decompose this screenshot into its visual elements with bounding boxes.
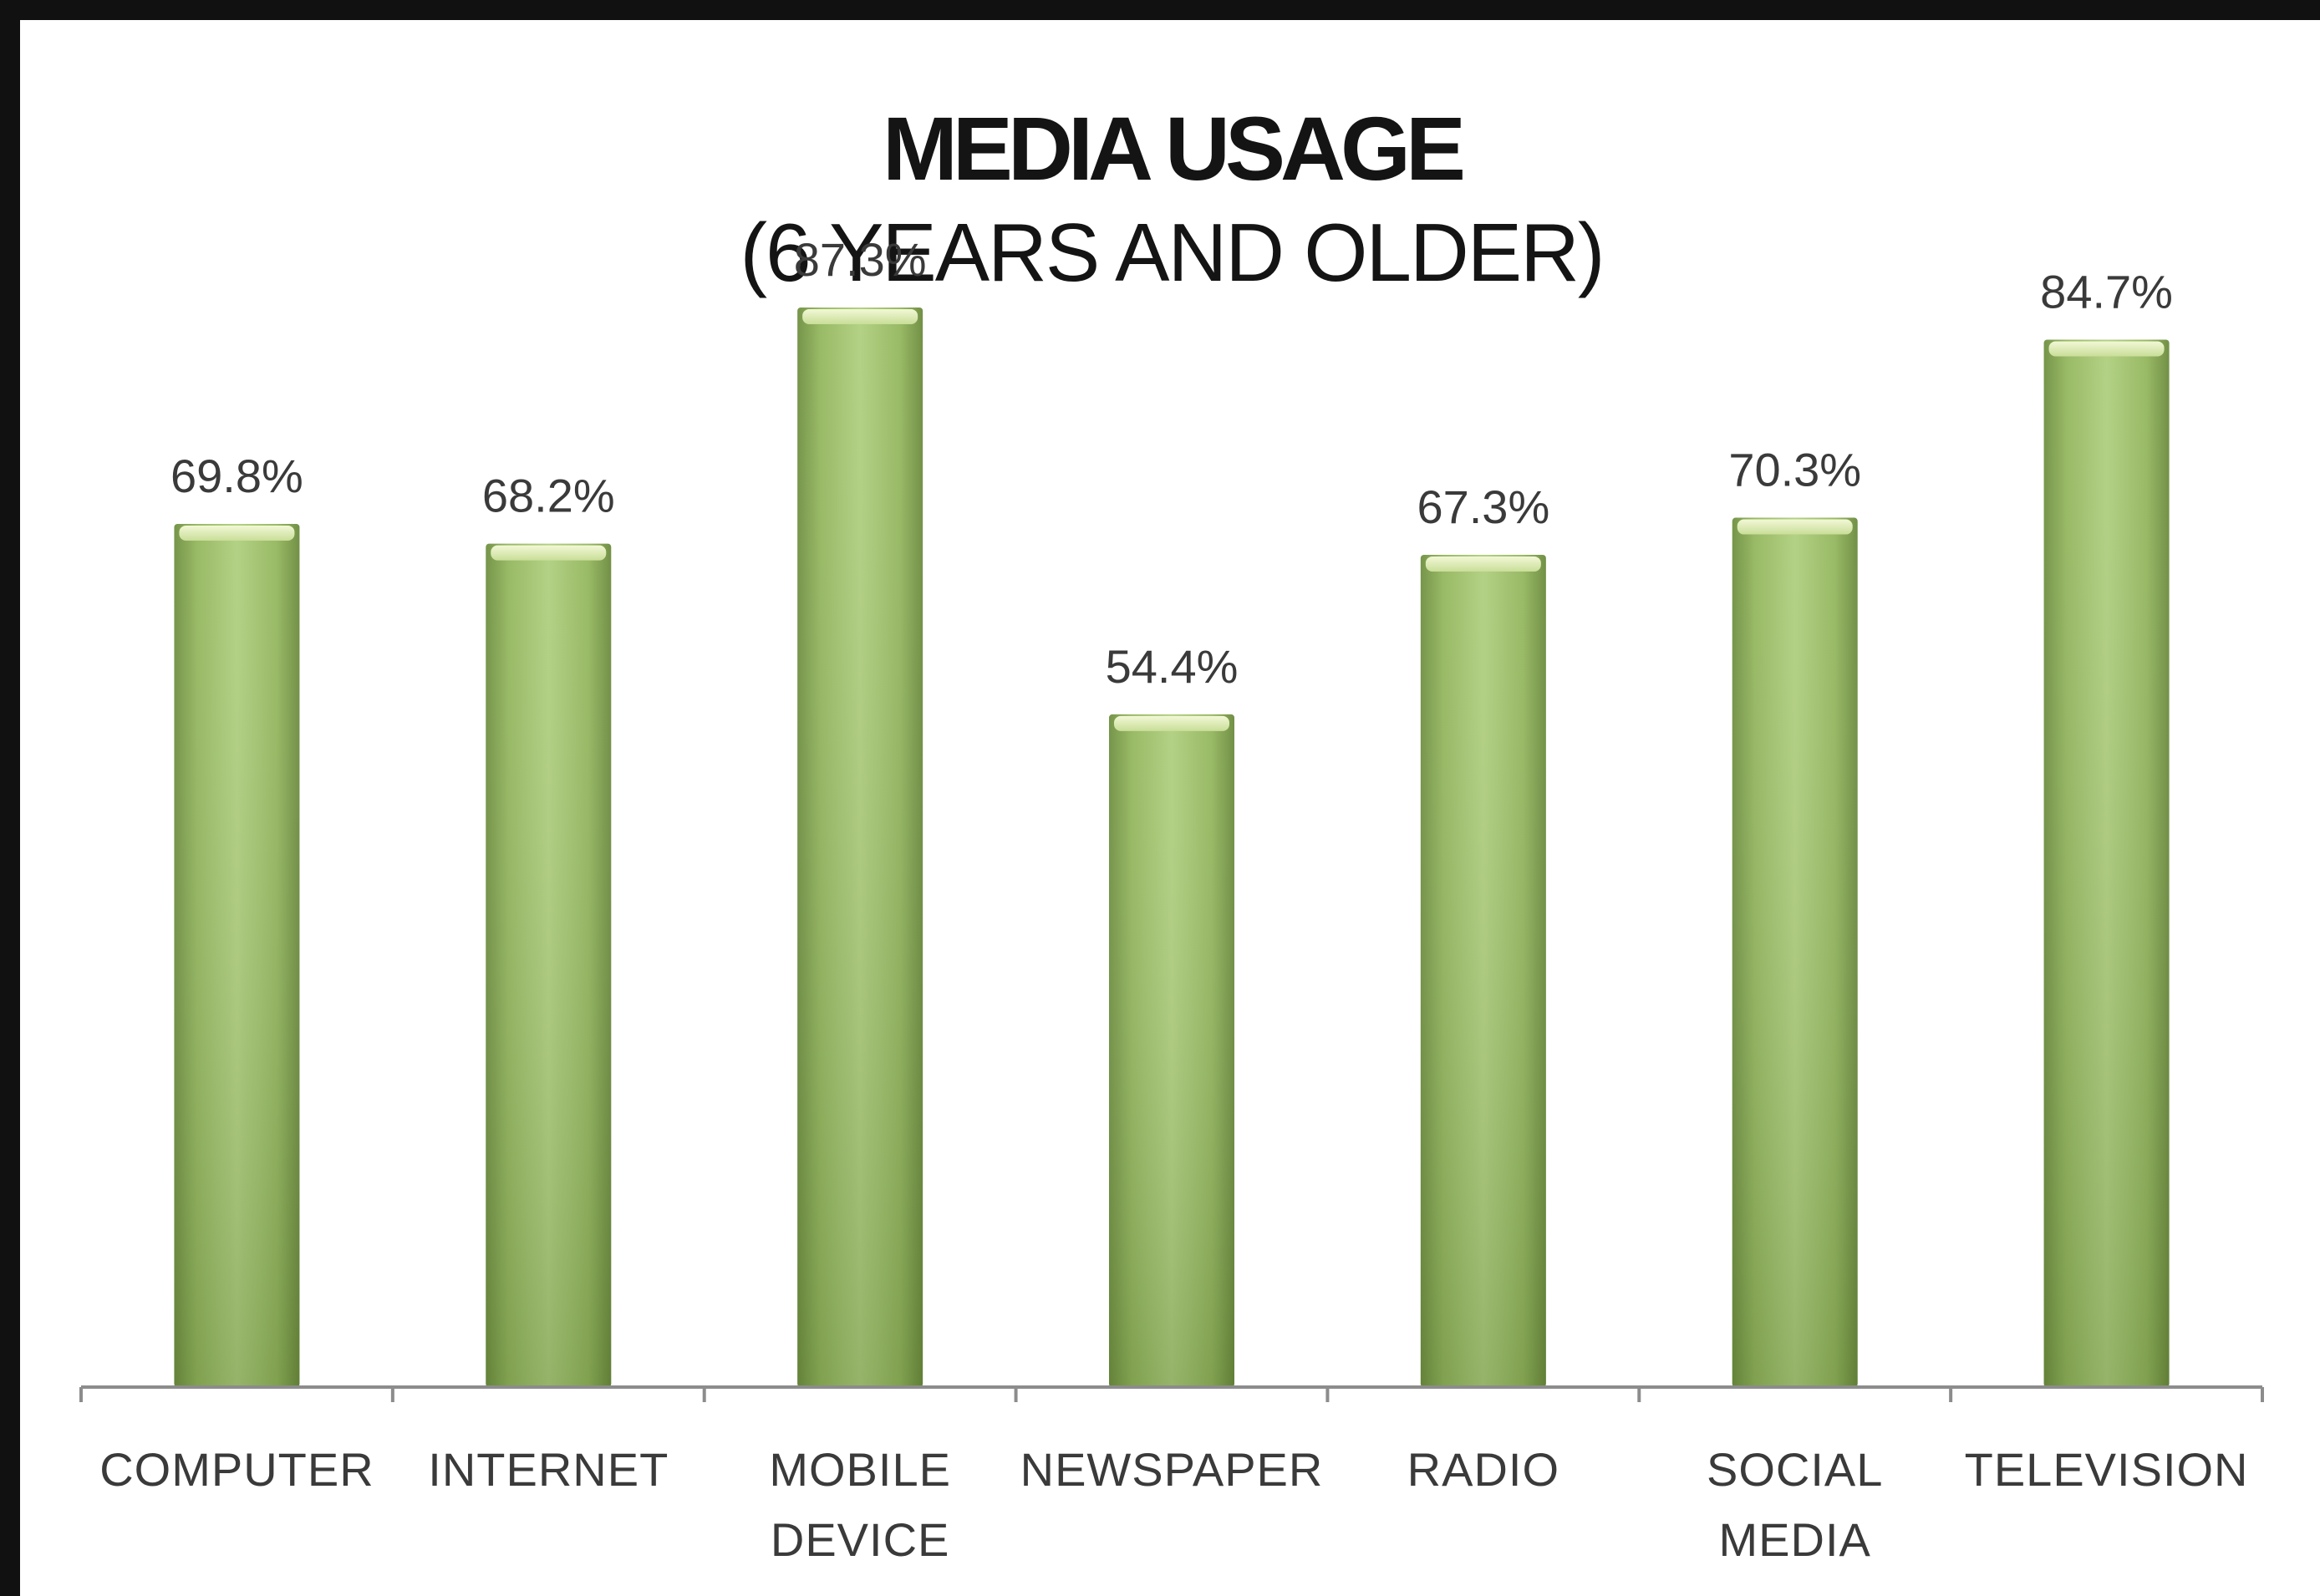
x-axis-ticks: [79, 1387, 2264, 1402]
chart-title: MEDIA USAGE: [883, 98, 1463, 199]
bar: [1420, 554, 1546, 1387]
bar-cap: [802, 308, 918, 324]
bar-cap: [1737, 519, 1853, 535]
data-label: 67.3%: [1417, 480, 1549, 533]
bar-cap: [1114, 715, 1229, 731]
bar-shade: [1109, 714, 1234, 1387]
bar-cap: [1425, 556, 1541, 572]
bar: [1109, 714, 1234, 1387]
bar-shade: [2043, 339, 2170, 1388]
bar-cap: [2048, 341, 2165, 357]
bar: [1732, 517, 1858, 1387]
bar-cap: [179, 525, 295, 541]
bar-shade: [486, 543, 612, 1387]
category-label: MOBILE DEVICE: [769, 1443, 951, 1566]
category-label: INTERNET: [428, 1443, 669, 1496]
bar-shade: [1732, 517, 1858, 1387]
bar-shade: [1420, 554, 1546, 1387]
bars-layer: [174, 307, 2170, 1388]
bar: [174, 523, 300, 1388]
data-label: 68.2%: [482, 470, 615, 522]
category-label: COMPUTER: [99, 1443, 374, 1496]
bar: [486, 543, 612, 1387]
bar-shade: [797, 307, 923, 1388]
category-label: NEWSPAPER: [1020, 1443, 1324, 1496]
data-label: 84.7%: [2040, 265, 2173, 318]
bar: [797, 307, 923, 1388]
data-label: 70.3%: [1728, 444, 1861, 496]
data-label: 87.3%: [794, 233, 927, 286]
bar: [2043, 339, 2170, 1388]
category-label: SOCIAL MEDIA: [1707, 1443, 1883, 1566]
data-label: 69.8%: [170, 450, 303, 502]
bar-shade: [174, 523, 300, 1388]
category-label: RADIO: [1407, 1443, 1559, 1496]
data-labels-layer: 69.8% 68.2% 87.3% 54.4% 67.3% 70.3% 84.7%: [170, 233, 2173, 693]
data-label: 54.4%: [1106, 640, 1239, 693]
bar-cap: [491, 545, 607, 561]
chart-subtitle: (6 YEARS AND OLDER): [740, 206, 1603, 298]
x-axis-labels: COMPUTER INTERNET MOBILE DEVICE NEWSPAPER RAD…: [99, 1443, 2249, 1566]
category-label: TELEVISION: [1965, 1443, 2249, 1496]
